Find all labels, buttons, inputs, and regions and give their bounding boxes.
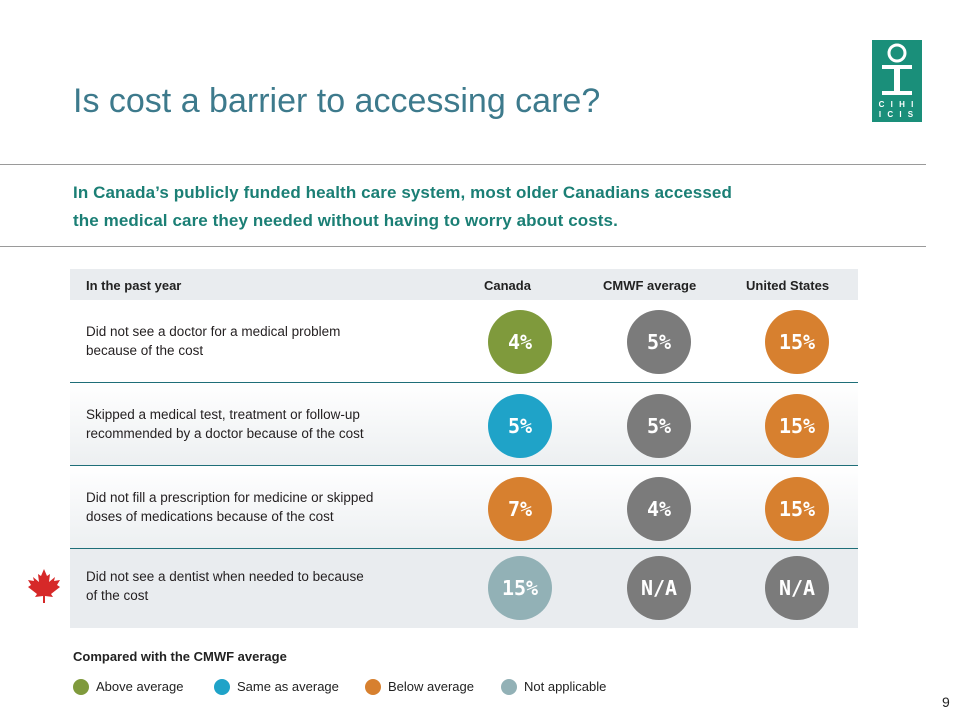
row-label: Did not fill a prescription for medicine… <box>86 488 373 526</box>
cmwf-value-circle: 5% <box>627 394 691 458</box>
legend-dot <box>214 679 230 695</box>
header-cmwf: CMWF average <box>603 278 697 293</box>
legend-title: Compared with the CMWF average <box>73 649 287 664</box>
row-divider <box>70 465 858 466</box>
canada-value-circle: 15% <box>488 556 552 620</box>
row-label-line-2: recommended by a doctor because of the c… <box>86 426 364 441</box>
bottom-divider <box>0 246 926 247</box>
table-row: Did not fill a prescription for medicine… <box>70 466 858 549</box>
row-label-line-1: Skipped a medical test, treatment or fol… <box>86 407 360 422</box>
row-label-line-1: Did not fill a prescription for medicine… <box>86 490 374 505</box>
us-value-circle: 15% <box>765 394 829 458</box>
canada-value-circle: 4% <box>488 310 552 374</box>
row-label-line-1: Did not see a dentist when needed to bec… <box>86 569 364 584</box>
svg-text:C I H I: C I H I <box>879 100 916 109</box>
us-value-circle: 15% <box>765 477 829 541</box>
page-number: 9 <box>942 694 950 710</box>
table-header: In the past year Canada CMWF average Uni… <box>70 269 858 300</box>
us-value-circle: N/A <box>765 556 829 620</box>
row-label-line-2: doses of medications because of the cost <box>86 509 334 524</box>
row-divider <box>70 382 858 383</box>
slide-subtitle: In Canada’s publicly funded health care … <box>73 179 863 235</box>
legend-label: Below average <box>388 679 474 694</box>
cmwf-value-circle: 4% <box>627 477 691 541</box>
us-value-circle: 15% <box>765 310 829 374</box>
legend-dot <box>501 679 517 695</box>
svg-text:I C I S: I C I S <box>879 110 915 119</box>
row-label-line-2: because of the cost <box>86 343 204 358</box>
legend-dot <box>73 679 89 695</box>
legend-label: Above average <box>96 679 184 694</box>
subtitle-line-1: In Canada’s publicly funded health care … <box>73 183 732 202</box>
row-divider <box>70 548 858 549</box>
canada-value-circle: 7% <box>488 477 552 541</box>
slide-title: Is cost a barrier to accessing care? <box>73 82 601 120</box>
table-row: Did not see a doctor for a medical probl… <box>70 300 858 383</box>
subtitle-line-2: the medical care they needed without hav… <box>73 211 618 230</box>
cihi-logo-icon: C I H I I C I S <box>879 43 916 119</box>
header-canada: Canada <box>484 278 531 293</box>
row-label-line-2: of the cost <box>86 588 149 603</box>
table-row: Did not see a dentist when needed to bec… <box>70 549 858 628</box>
canada-value-circle: 5% <box>488 394 552 458</box>
header-label: In the past year <box>86 278 182 293</box>
cmwf-value-circle: N/A <box>627 556 691 620</box>
table-row: Skipped a medical test, treatment or fol… <box>70 383 858 466</box>
legend-label: Same as average <box>237 679 339 694</box>
cmwf-value-circle: 5% <box>627 310 691 374</box>
maple-leaf-icon <box>28 569 60 603</box>
row-label-line-1: Did not see a doctor for a medical probl… <box>86 324 341 339</box>
row-label: Did not see a dentist when needed to bec… <box>86 567 364 605</box>
legend-dot <box>365 679 381 695</box>
row-label: Did not see a doctor for a medical probl… <box>86 322 340 360</box>
header-us: United States <box>746 278 830 293</box>
legend-label: Not applicable <box>524 679 607 694</box>
top-divider <box>0 164 926 165</box>
cost-barrier-table: In the past year Canada CMWF average Uni… <box>70 269 858 628</box>
cihi-logo: C I H I I C I S <box>872 40 922 122</box>
row-label: Skipped a medical test, treatment or fol… <box>86 405 364 443</box>
